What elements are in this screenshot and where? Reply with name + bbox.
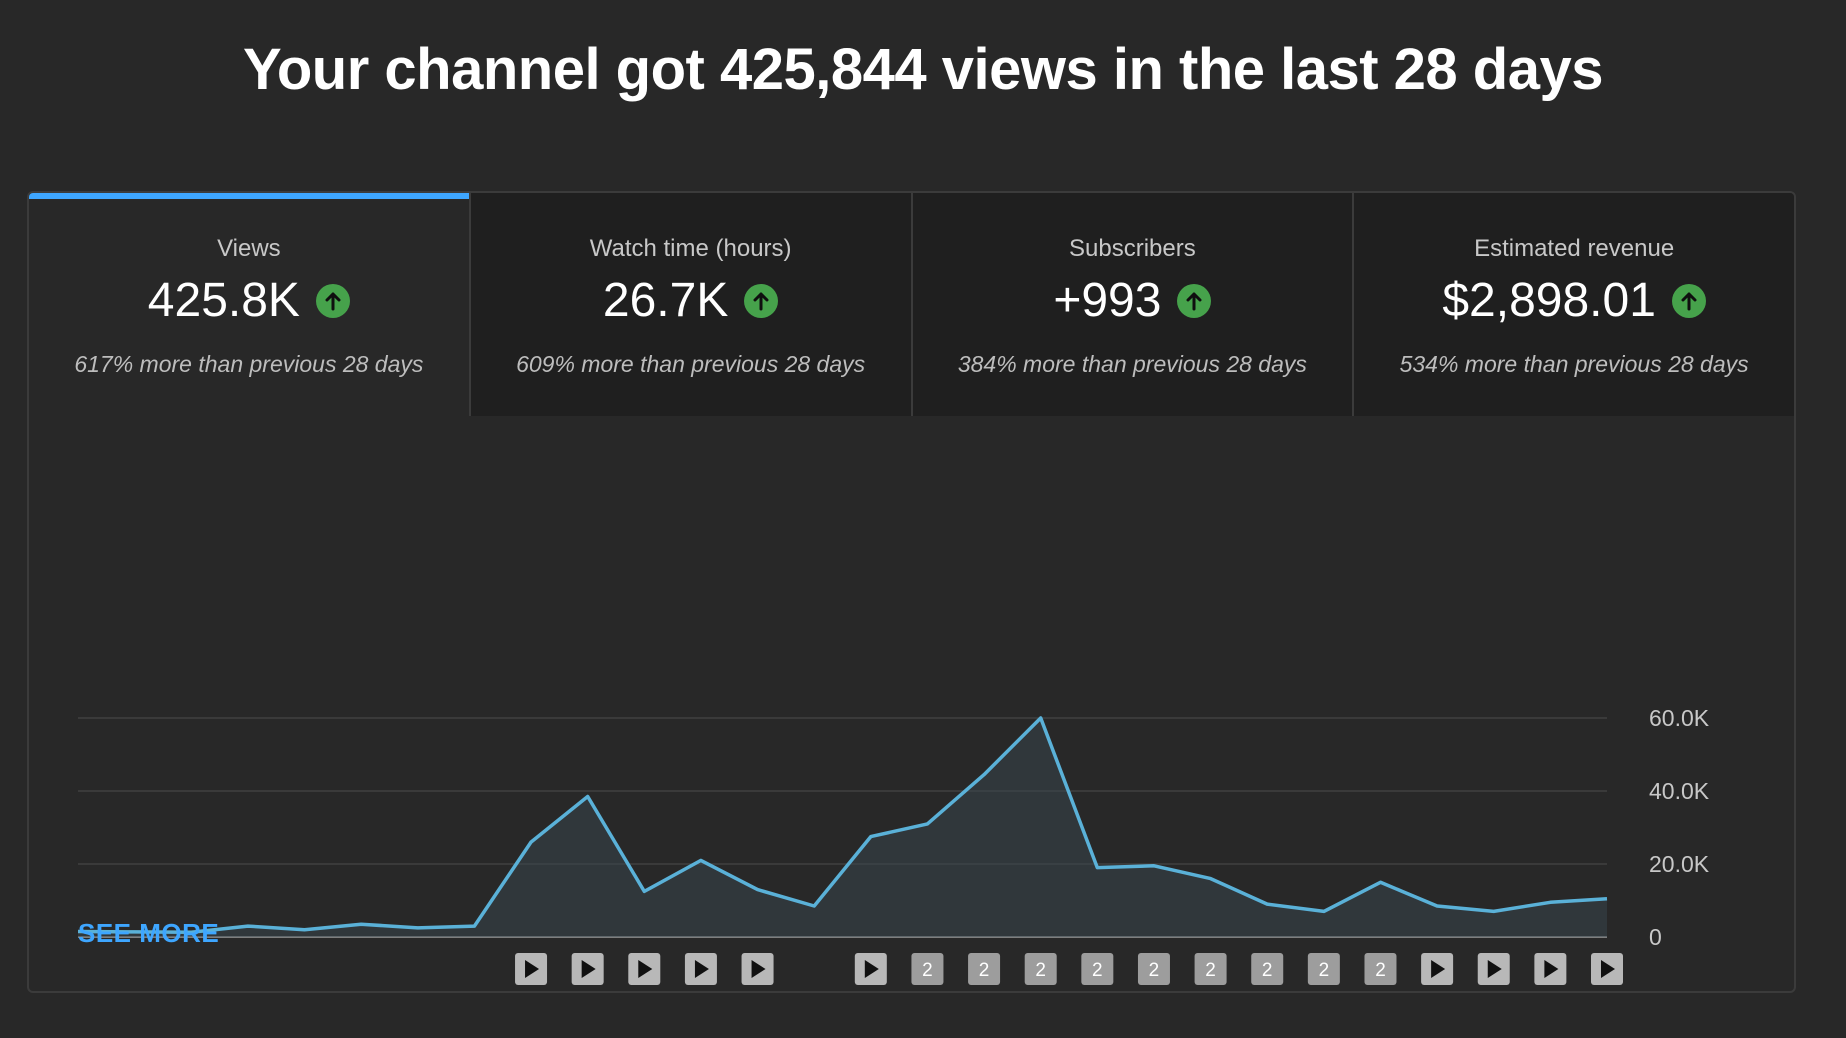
tab-views[interactable]: Views 425.8K 617% more than previous 28 … — [29, 193, 469, 416]
tab-label: Views — [217, 235, 281, 262]
video-marker[interactable] — [571, 953, 604, 985]
marker-count-label: 2 — [1149, 960, 1160, 981]
y-tick-label: 60.0K — [1649, 705, 1710, 731]
marker-count-label: 2 — [1375, 960, 1386, 981]
video-count-marker[interactable]: 2 — [1194, 953, 1227, 985]
tab-watch-time[interactable]: Watch time (hours) 26.7K 609% more than … — [468, 193, 911, 416]
tab-comparison: 617% more than previous 28 days — [74, 351, 424, 377]
marker-count-label: 2 — [1035, 960, 1046, 981]
video-count-marker[interactable]: 2 — [1137, 953, 1170, 985]
y-tick-label: 40.0K — [1649, 778, 1710, 804]
y-tick-label: 20.0K — [1649, 851, 1710, 877]
arrow-up-icon — [1177, 284, 1212, 318]
series-area — [78, 718, 1607, 937]
video-marker[interactable] — [741, 953, 774, 985]
marker-count-label: 2 — [1092, 960, 1103, 981]
tab-label: Watch time (hours) — [589, 235, 792, 262]
tab-label: Estimated revenue — [1474, 235, 1675, 262]
metric-tabs: Views 425.8K 617% more than previous 28 … — [29, 193, 1794, 416]
marker-count-label: 2 — [1262, 960, 1273, 981]
video-count-marker[interactable]: 2 — [1081, 953, 1114, 985]
marker-box — [1251, 953, 1284, 985]
video-count-marker[interactable]: 2 — [1024, 953, 1057, 985]
marker-box — [911, 953, 944, 985]
marker-count-label: 2 — [979, 960, 990, 981]
arrow-up-icon — [1671, 284, 1706, 318]
page-headline: Your channel got 425,844 views in the la… — [242, 37, 1604, 102]
marker-box — [1137, 953, 1170, 985]
play-icon — [694, 960, 709, 978]
video-marker[interactable] — [628, 953, 661, 985]
video-marker[interactable] — [854, 953, 887, 985]
see-more-link[interactable]: SEE MORE — [78, 918, 220, 948]
tab-label: Subscribers — [1069, 235, 1196, 262]
analytics-card: Views 425.8K 617% more than previous 28 … — [27, 191, 1796, 993]
marker-box — [1024, 953, 1057, 985]
video-count-marker[interactable]: 2 — [1307, 953, 1340, 985]
video-marker[interactable] — [515, 953, 548, 985]
play-icon — [864, 960, 879, 978]
video-count-marker[interactable]: 2 — [1364, 953, 1397, 985]
y-tick-label: 0 — [1649, 924, 1662, 950]
video-marker[interactable] — [684, 953, 717, 985]
video-marker[interactable] — [1477, 953, 1510, 985]
tab-comparison: 384% more than previous 28 days — [957, 351, 1307, 377]
marker-count-label: 2 — [1205, 960, 1216, 981]
marker-box — [968, 953, 1001, 985]
tab-value: +993 — [1053, 274, 1162, 327]
marker-box — [1364, 953, 1397, 985]
play-icon — [638, 960, 653, 978]
play-icon — [1431, 960, 1446, 978]
series-line-views — [77, 716, 1608, 935]
tab-comparison: 609% more than previous 28 days — [516, 351, 866, 377]
video-count-marker[interactable]: 2 — [968, 953, 1001, 985]
arrow-up-icon — [315, 284, 350, 318]
tab-subscribers[interactable]: Subscribers +993 384% more than previous… — [910, 193, 1353, 416]
tab-comparison: 534% more than previous 28 days — [1399, 351, 1749, 377]
play-icon — [751, 960, 766, 978]
play-icon — [1487, 960, 1502, 978]
arrow-up-icon — [744, 284, 779, 318]
marker-box — [1307, 953, 1340, 985]
video-count-marker[interactable]: 2 — [1251, 953, 1284, 985]
marker-box — [1194, 953, 1227, 985]
play-icon — [581, 960, 596, 978]
play-icon — [525, 960, 540, 978]
tab-value: $2,898.01 — [1442, 274, 1656, 327]
marker-count-label: 2 — [922, 960, 933, 981]
video-marker[interactable] — [1534, 953, 1567, 985]
tab-value: 425.8K — [147, 274, 300, 327]
video-marker[interactable] — [1421, 953, 1454, 985]
play-icon — [1601, 960, 1615, 978]
marker-count-label: 2 — [1319, 960, 1330, 981]
tab-estimated-revenue[interactable]: Estimated revenue $2,898.01 534% more th… — [1352, 193, 1794, 416]
tab-value: 26.7K — [602, 274, 729, 327]
marker-box — [1081, 953, 1114, 985]
video-count-marker[interactable]: 2 — [911, 953, 944, 985]
video-marker[interactable] — [1591, 953, 1623, 985]
play-icon — [1544, 960, 1559, 978]
